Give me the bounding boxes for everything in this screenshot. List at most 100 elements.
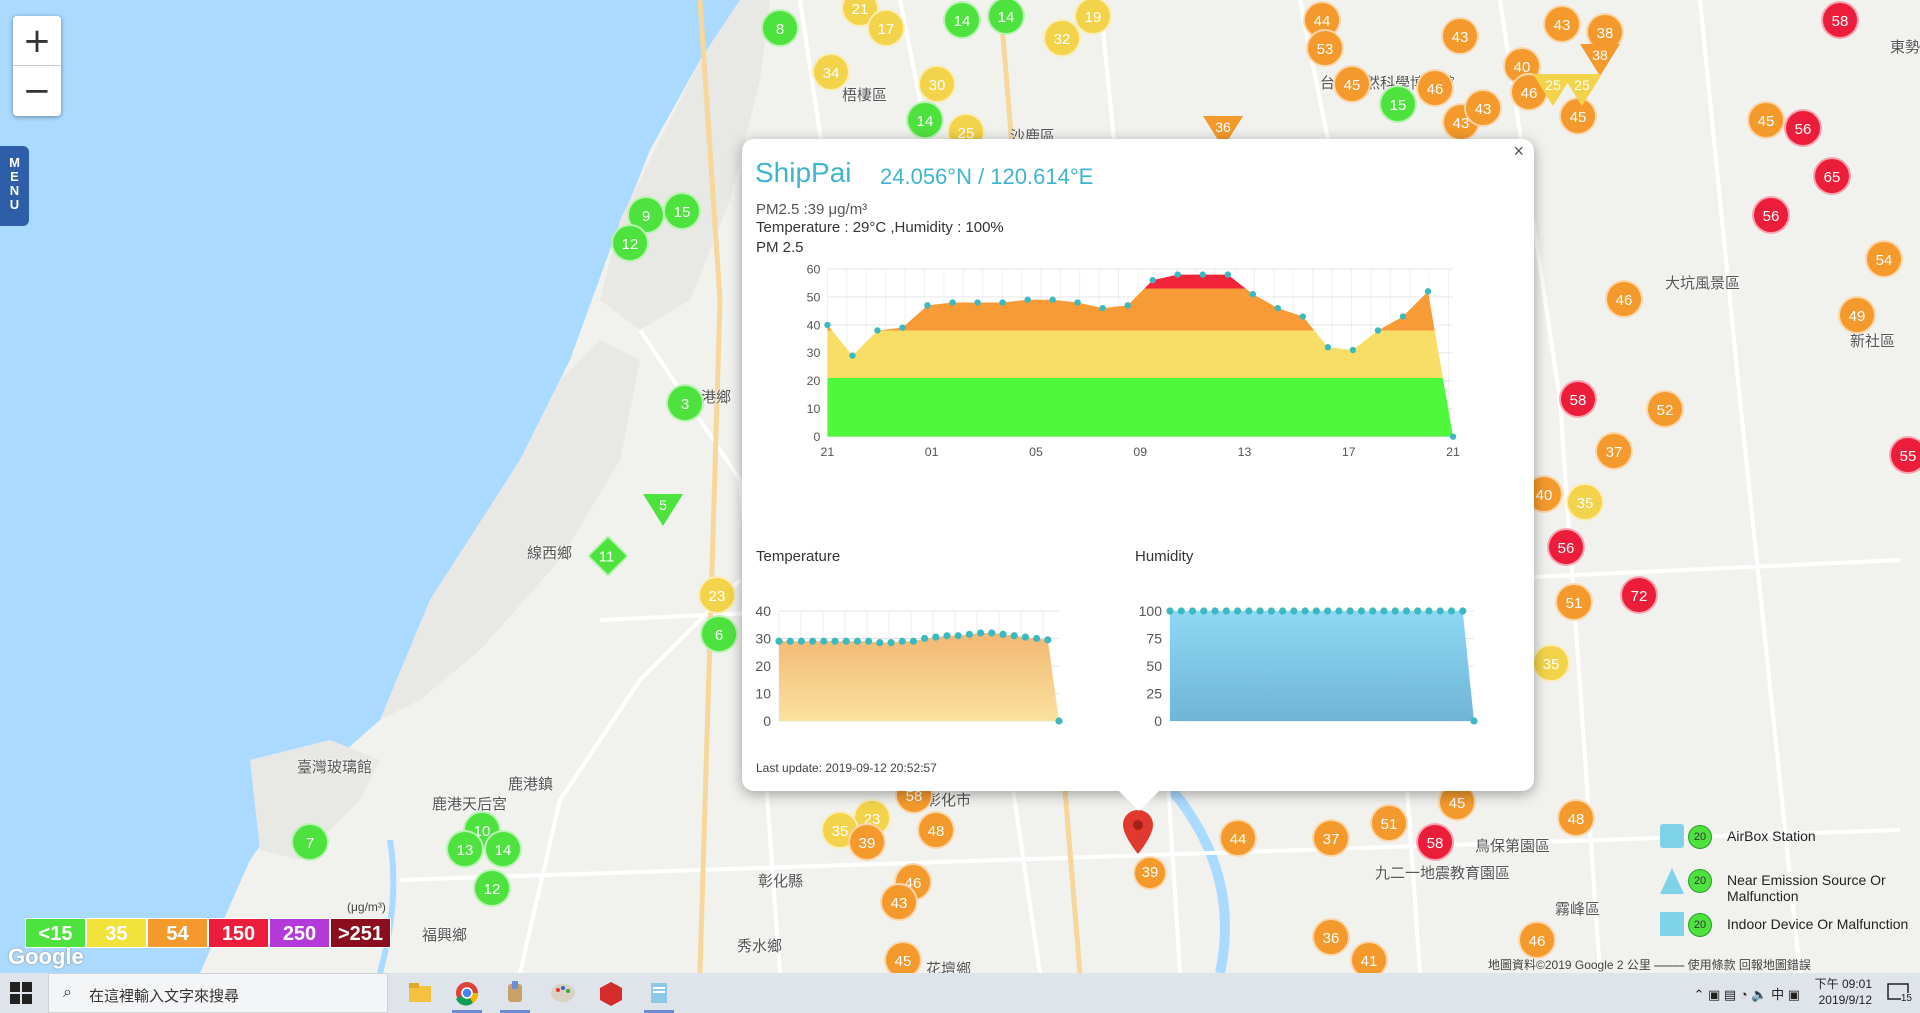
station-marker[interactable]: 17 — [867, 9, 905, 47]
station-marker[interactable]: 14 — [943, 1, 981, 39]
clock-time[interactable]: 下午 09:01 — [1814, 977, 1872, 991]
data-point — [1211, 607, 1219, 615]
data-point — [1099, 304, 1106, 312]
ime-indicator[interactable]: 中 — [1771, 987, 1785, 1002]
taskbar-search[interactable]: ⌕ 在這裡輸入文字來搜尋 — [48, 973, 388, 1013]
station-marker[interactable]: 6 — [700, 615, 738, 653]
place-label: 大坑風景區 — [1665, 275, 1741, 292]
legend-item: 54 — [147, 918, 208, 948]
station-marker[interactable]: 35 — [1566, 483, 1604, 521]
station-marker[interactable]: 23 — [698, 576, 736, 614]
close-icon[interactable]: × — [1513, 141, 1524, 161]
data-point — [1312, 607, 1320, 615]
station-marker[interactable]: 7 — [291, 823, 329, 861]
data-point — [1424, 288, 1432, 295]
station-marker[interactable]: 12 — [611, 224, 649, 262]
station-marker[interactable]: 51 — [1555, 583, 1593, 621]
station-marker[interactable]: 36 — [1312, 918, 1350, 956]
chrome-icon[interactable] — [448, 978, 486, 1013]
map-pin-icon[interactable] — [1123, 810, 1153, 854]
x-tick-label: 17 — [1342, 445, 1356, 459]
humidity-chart-title: Humidity — [1135, 548, 1194, 565]
station-marker[interactable]: 58 — [1416, 823, 1454, 861]
indoor-device-icon — [1660, 912, 1684, 936]
selected-station-pin[interactable] — [1123, 810, 1153, 859]
tray-icons[interactable]: ⌃ ▣ ▤ ◔ 🔈 中 ▣ — [1693, 987, 1800, 1002]
station-marker[interactable]: 41 — [1350, 941, 1388, 973]
emission-source-marker[interactable]: 5 — [643, 494, 683, 526]
station-marker[interactable]: 43 — [1464, 89, 1502, 127]
station-marker[interactable]: 65 — [1813, 157, 1851, 195]
station-marker[interactable]: 56 — [1547, 528, 1585, 566]
zoom-in-button[interactable]: + — [13, 16, 61, 66]
station-marker[interactable]: 51 — [1370, 804, 1408, 842]
station-legend-label: Near Emission Source Or Malfunction — [1727, 872, 1886, 904]
station-marker[interactable]: 48 — [917, 811, 955, 849]
y-tick-label: 50 — [807, 290, 821, 304]
data-point — [1391, 607, 1399, 615]
station-marker[interactable]: 52 — [1646, 390, 1684, 428]
station-marker[interactable]: 46 — [1518, 921, 1556, 959]
station-marker[interactable]: 37 — [1312, 819, 1350, 857]
station-marker[interactable]: 19 — [1074, 0, 1112, 35]
station-marker[interactable]: 46 — [1416, 69, 1454, 107]
station-marker[interactable]: 56 — [1752, 196, 1790, 234]
data-point — [999, 630, 1007, 638]
station-marker[interactable]: 37 — [1595, 432, 1633, 470]
station-marker[interactable]: 58 — [1821, 1, 1859, 39]
station-marker[interactable]: 32 — [1043, 19, 1081, 57]
station-marker[interactable]: 53 — [1306, 29, 1344, 67]
windows-start-icon[interactable] — [10, 982, 32, 1004]
notepad-icon[interactable] — [640, 978, 678, 1013]
station-marker[interactable]: 54 — [1865, 240, 1903, 278]
clock-date[interactable]: 2019/9/12 — [1818, 993, 1872, 1007]
map-attribution[interactable]: 地圖資料©2019 Google 2 公里 ⎯⎯⎯⎯⎯ 使用條款 回報地圖錯誤 — [1488, 958, 1811, 972]
station-marker[interactable]: 48 — [1557, 799, 1595, 837]
station-marker[interactable]: 55 — [1889, 436, 1920, 474]
station-marker[interactable]: 39 — [848, 823, 886, 861]
paint-app-icon[interactable] — [496, 978, 534, 1013]
emission-source-marker[interactable]: 38 — [1580, 44, 1620, 76]
file-explorer-icon[interactable] — [400, 978, 438, 1008]
x-tick-label: 21 — [821, 445, 835, 459]
station-marker[interactable]: 45 — [884, 941, 922, 973]
station-marker[interactable]: 8 — [761, 9, 799, 47]
area-fill — [1170, 611, 1474, 721]
data-point — [1290, 607, 1298, 615]
data-point — [1278, 607, 1287, 615]
station-marker[interactable]: 56 — [1784, 109, 1822, 147]
station-marker[interactable]: 15 — [1379, 85, 1417, 123]
sketchup-icon[interactable] — [592, 978, 630, 1008]
station-marker[interactable]: 58 — [1559, 380, 1597, 418]
station-marker[interactable]: 46 — [1605, 280, 1643, 318]
station-marker[interactable]: 72 — [1620, 576, 1658, 614]
station-marker[interactable]: 43 — [1543, 5, 1581, 43]
station-marker[interactable]: 45 — [1747, 101, 1785, 139]
map[interactable]: 梧棲區 沙鹿區 線西鄉 鹿港鎮 臺灣玻璃館 福興鄉 秀水鄉 彰化縣 彰化市 花壇鄉 大坑風景區 新社區… — [0, 0, 1920, 973]
station-marker[interactable]: 34 — [812, 53, 850, 91]
station-marker[interactable]: 43 — [1441, 17, 1479, 55]
station-marker[interactable]: 35 — [1532, 644, 1570, 682]
station-marker[interactable]: 15 — [663, 192, 701, 230]
palette-app-icon[interactable] — [544, 978, 582, 1008]
station-marker[interactable]: 30 — [918, 65, 956, 103]
station-marker[interactable]: 43 — [880, 883, 918, 921]
station-marker[interactable]: 14 — [906, 101, 944, 139]
notification-icon[interactable]: 15 — [1886, 981, 1912, 1005]
station-marker[interactable]: 13 — [446, 830, 484, 868]
station-marker[interactable]: 12 — [473, 869, 511, 907]
emission-source-marker[interactable]: 25 — [1562, 74, 1602, 106]
station-marker[interactable]: 14 — [987, 0, 1025, 35]
station-marker[interactable]: 45 — [1333, 65, 1371, 103]
data-point — [949, 299, 956, 306]
station-marker[interactable]: 14 — [484, 830, 522, 868]
data-point — [999, 299, 1006, 306]
data-point — [1349, 346, 1357, 354]
zoom-out-button[interactable]: − — [22, 71, 52, 111]
station-marker[interactable]: 44 — [1219, 819, 1257, 857]
selected-station-marker[interactable]: 39 — [1133, 856, 1167, 890]
search-input[interactable]: 在這裡輸入文字來搜尋 — [89, 988, 240, 1005]
station-marker[interactable]: 49 — [1838, 296, 1876, 334]
station-marker[interactable]: 3 — [666, 384, 704, 422]
